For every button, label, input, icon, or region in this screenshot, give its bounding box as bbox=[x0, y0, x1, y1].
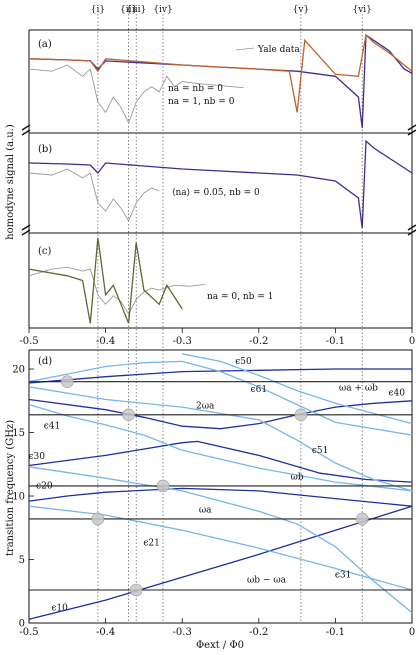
panel-d-series-2 bbox=[28, 440, 413, 483]
x-tick-label-mid-4: -0.1 bbox=[326, 336, 345, 347]
panel-d-series-9 bbox=[28, 360, 413, 436]
axis-break-marks bbox=[21, 124, 416, 236]
x-tick-label-mid-1: -0.4 bbox=[96, 336, 115, 347]
crossing-marker-4 bbox=[156, 479, 170, 493]
top-ylabel: homodyne signal (a.u.) bbox=[5, 124, 16, 240]
panel-d-series-label-8: ϵ51 bbox=[312, 446, 329, 456]
panel-a-label: (a) bbox=[38, 39, 52, 50]
panel-b-series-1 bbox=[28, 139, 413, 229]
panel-a-frame bbox=[28, 29, 413, 134]
panel-d-series-8 bbox=[28, 386, 413, 492]
panel-d-series-label-3: ϵ40 bbox=[388, 389, 405, 399]
top-marker-2: {iii} bbox=[126, 5, 146, 15]
panel-c-frame bbox=[28, 232, 413, 329]
panel-a-series-0 bbox=[28, 64, 244, 124]
panel-d-series-label-14: ωa bbox=[199, 506, 212, 516]
top-marker-5: {vi} bbox=[352, 5, 371, 15]
panel-b-frame bbox=[28, 132, 413, 234]
crossing-marker-6 bbox=[355, 512, 369, 526]
top-markers: {i} {ii}{iii} {iv} {v} {vi} bbox=[91, 5, 372, 15]
top-marker-1: {ii} bbox=[120, 5, 137, 15]
top-marker-4: {v} bbox=[293, 5, 310, 15]
panel-a-series-2 bbox=[28, 33, 413, 113]
panel-d-series-5 bbox=[28, 505, 413, 591]
panel-d-series-label-7: ϵ41 bbox=[44, 422, 61, 432]
panel-d-series-0 bbox=[28, 505, 413, 620]
panel-d-series-label-1: ϵ20 bbox=[36, 481, 53, 491]
panel-d-series-label-9: ϵ61 bbox=[251, 385, 268, 395]
top-marker-0: {i} bbox=[91, 5, 105, 15]
x-tick-label-4: -0.1 bbox=[326, 627, 345, 638]
panel-c-label: (c) bbox=[38, 246, 52, 257]
panel-d-series-label-6: ϵ31 bbox=[335, 570, 352, 580]
crossing-marker-3 bbox=[129, 583, 143, 597]
yale-callout: Yale data bbox=[257, 45, 300, 55]
panel-a-plot bbox=[28, 33, 413, 128]
panel-d-label: (d) bbox=[38, 356, 52, 367]
panel-d-series-label-11: ωa + ωb bbox=[339, 384, 378, 394]
panel-d-series-label-13: ωb bbox=[291, 473, 304, 483]
panel-c-plot bbox=[28, 237, 206, 324]
panel-d-series-label-4: ϵ50 bbox=[235, 357, 252, 367]
crossing-marker-0 bbox=[61, 375, 74, 389]
panel-d-frame bbox=[28, 349, 413, 624]
x-tick-label-5: 0 bbox=[409, 627, 415, 638]
legend-a-1: na = 1, nb = 0 bbox=[168, 97, 235, 107]
panel-d-series-label-2: ϵ30 bbox=[28, 452, 45, 462]
legend-c-0: na = 0, nb = 1 bbox=[207, 292, 273, 302]
x-tick-label-0: -0.5 bbox=[19, 627, 38, 638]
panel-c-series-1 bbox=[28, 237, 183, 324]
x-axis-label: Φext / Φ0 bbox=[196, 640, 244, 651]
y-tick-label-4: 20 bbox=[12, 365, 25, 376]
panel-d-series-10 bbox=[182, 353, 413, 425]
legend-b-0: ⟨na⟩ = 0.05, nb = 0 bbox=[172, 188, 260, 198]
crossing-marker-2 bbox=[122, 408, 135, 422]
crossing-marker-5 bbox=[294, 408, 308, 422]
panel-b-plot bbox=[28, 139, 413, 229]
x-tick-label-mid-3: -0.2 bbox=[249, 336, 268, 347]
bottom-ylabel: transition frequency (GHz) bbox=[5, 420, 16, 556]
x-tick-label-mid-0: -0.5 bbox=[19, 336, 38, 347]
legend-a-0: na = nb = 0 bbox=[168, 84, 223, 94]
panel-d-series-label-12: 2ωa bbox=[196, 401, 215, 411]
panel-d-plot: ϵ10 ϵ20 ϵ30 ϵ40 ϵ50 ϵ21 ϵ31 ϵ41 ϵ51 ϵ61 ωa + ωb 2ωa… bbox=[28, 353, 413, 620]
yale-callout-leader bbox=[235, 47, 255, 51]
panel-b-series-0 bbox=[28, 168, 160, 222]
top-marker-3: {iv} bbox=[153, 5, 172, 15]
y-tick-label-3: 15 bbox=[12, 428, 25, 439]
x-tick-label-mid-5: 0 bbox=[409, 336, 415, 347]
panel-d-series-label-0: ϵ10 bbox=[51, 603, 68, 613]
panel-d-series-1 bbox=[28, 487, 413, 507]
x-tick-label-mid-2: -0.3 bbox=[173, 336, 192, 347]
panel-b-label: (b) bbox=[38, 144, 52, 155]
panel-d-series-label-15: ωb − ωa bbox=[247, 575, 287, 585]
y-tick-label-0: 0 bbox=[19, 619, 25, 630]
panel-d-series-7 bbox=[28, 403, 413, 492]
axis-ticks: -0.5 -0.5 -0.4 -0.4 -0.3 -0.3 -0.2 -0.2 -0.1 -0.1… bbox=[12, 328, 415, 638]
x-tick-label-1: -0.4 bbox=[96, 627, 115, 638]
panel-a-series-1 bbox=[28, 34, 413, 128]
y-tick-label-2: 10 bbox=[12, 492, 25, 503]
crossing-marker-1 bbox=[91, 512, 105, 526]
panel-d-series-label-5: ϵ21 bbox=[143, 539, 160, 549]
x-tick-label-2: -0.3 bbox=[173, 627, 192, 638]
x-tick-label-3: -0.2 bbox=[249, 627, 268, 638]
y-tick-label-1: 5 bbox=[19, 555, 25, 566]
panel-c-series-0 bbox=[28, 266, 206, 315]
panel-d-series-6 bbox=[28, 466, 413, 614]
